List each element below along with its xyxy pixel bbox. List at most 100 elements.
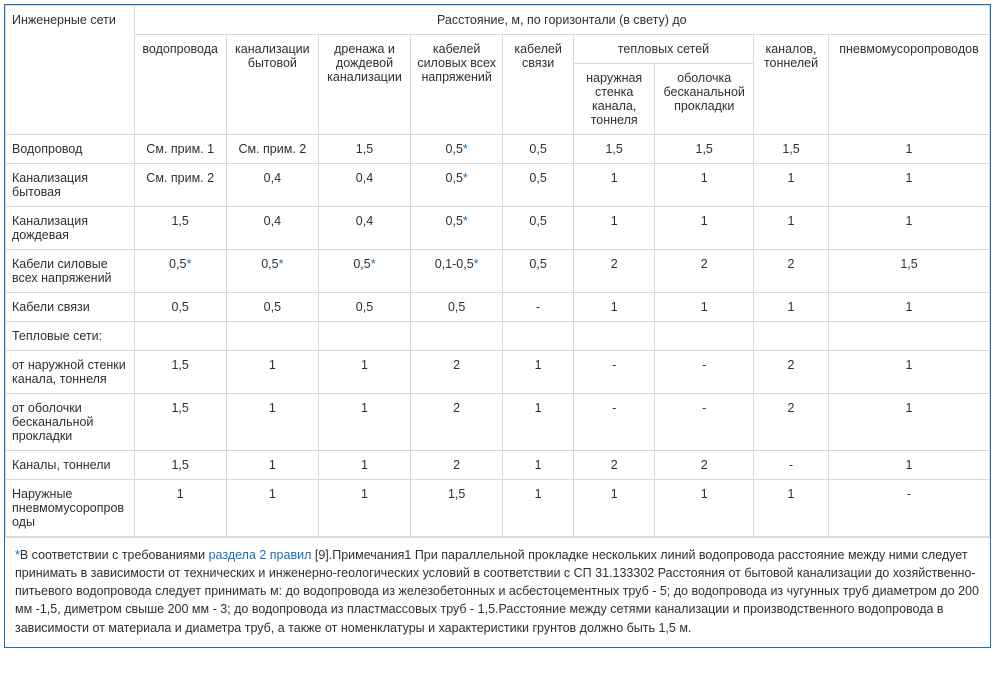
cell-value: 0,5 [503,135,574,164]
cell-value: 1 [655,293,754,322]
table-container: Инженерные сети Расстояние, м, по горизо… [4,4,991,648]
cell-value: 0,5 [318,293,410,322]
cell-value: 1 [318,394,410,451]
cell-value [503,322,574,351]
cell-value: 2 [754,250,829,293]
footnote-link[interactable]: раздела 2 правил [209,548,312,562]
asterisk-icon: * [474,257,479,271]
cell-value: 1 [503,480,574,537]
cell-value [573,322,654,351]
table-row: Канализация дождевая1,50,40,40,5*0,51111 [6,207,990,250]
table-row: от наружной стенки канала, тоннеля1,5112… [6,351,990,394]
col-h-1: водопровода [134,35,226,135]
cell-value [134,322,226,351]
row-label: Канализация дождевая [6,207,135,250]
cell-value: 1 [573,164,654,207]
table-row: Кабели силовые всех напряжений0,5*0,5*0,… [6,250,990,293]
col-h-2: канализации бытовой [226,35,318,135]
cell-value: 0,5* [411,135,503,164]
cell-value: - [573,351,654,394]
col-h-9: пневмомусоропроводов [829,35,990,135]
cell-value: 1,5 [829,250,990,293]
header-row-label: Инженерные сети [6,6,135,135]
cell-value: 1 [226,351,318,394]
cell-value: 2 [655,451,754,480]
cell-value: 1 [829,351,990,394]
row-label: Тепловые сети: [6,322,135,351]
cell-value: 0,5* [226,250,318,293]
cell-value: 1 [318,351,410,394]
cell-value: 2 [411,451,503,480]
distances-table: Инженерные сети Расстояние, м, по горизо… [5,5,990,537]
cell-value: 1 [829,135,990,164]
cell-value: - [503,293,574,322]
cell-value: 1 [655,164,754,207]
row-label: Кабели силовые всех напряжений [6,250,135,293]
row-label: от наружной стенки канала, тоннеля [6,351,135,394]
cell-value: 1,5 [134,394,226,451]
asterisk-icon: * [371,257,376,271]
cell-value [655,322,754,351]
cell-value: 1 [573,480,654,537]
cell-value: 1 [829,451,990,480]
cell-value: - [655,394,754,451]
col-h-6: наружная стенка канала, тоннеля [573,64,654,135]
cell-value: 1,5 [573,135,654,164]
cell-value: 1 [573,207,654,250]
cell-value [226,322,318,351]
footnote: *В соответствии с требованиями раздела 2… [5,537,990,647]
cell-value: 2 [411,351,503,394]
cell-value: 0,5 [134,293,226,322]
cell-value: 1,5 [318,135,410,164]
cell-value: 1,5 [411,480,503,537]
cell-value: 2 [754,394,829,451]
cell-value: 0,4 [318,207,410,250]
cell-value: - [829,480,990,537]
cell-value: 0,1-0,5* [411,250,503,293]
asterisk-icon: * [463,214,468,228]
table-row: Тепловые сети: [6,322,990,351]
cell-value: 1 [226,480,318,537]
cell-value: 0,5 [226,293,318,322]
table-row: Наружные пневмомусоропроводы1111,51111- [6,480,990,537]
table-row: ВодопроводСм. прим. 1См. прим. 21,50,5*0… [6,135,990,164]
table-row: от оболочки бесканальной прокладки1,5112… [6,394,990,451]
cell-value: - [573,394,654,451]
asterisk-icon: * [186,257,191,271]
cell-value: 0,4 [226,164,318,207]
cell-value: 0,5 [411,293,503,322]
cell-value: 1 [503,351,574,394]
cell-value [754,322,829,351]
cell-value: 1 [754,480,829,537]
cell-value: 1 [573,293,654,322]
asterisk-icon: * [279,257,284,271]
table-body: ВодопроводСм. прим. 1См. прим. 21,50,5*0… [6,135,990,537]
col-h-5: кабелей связи [503,35,574,135]
cell-value: 1 [829,164,990,207]
cell-value: 0,5* [411,164,503,207]
cell-value: 1 [134,480,226,537]
cell-value: См. прим. 1 [134,135,226,164]
cell-value: 0,4 [318,164,410,207]
cell-value [318,322,410,351]
cell-value: 1 [829,293,990,322]
cell-value: 1 [226,394,318,451]
cell-value: 2 [573,250,654,293]
col-h-3: дренажа и дождевой канализации [318,35,410,135]
cell-value: 2 [573,451,654,480]
cell-value: 1 [503,394,574,451]
cell-value: 1 [318,451,410,480]
cell-value: 0,4 [226,207,318,250]
cell-value: 1 [318,480,410,537]
cell-value: 1,5 [655,135,754,164]
cell-value: 1 [829,207,990,250]
cell-value: 1 [226,451,318,480]
cell-value: См. прим. 2 [226,135,318,164]
row-label: от оболочки бесканальной прокладки [6,394,135,451]
cell-value: 1,5 [754,135,829,164]
cell-value: 1 [754,293,829,322]
col-h-4: кабелей силовых всех напряжений [411,35,503,135]
row-label: Водопровод [6,135,135,164]
col-h-8: каналов, тоннелей [754,35,829,135]
cell-value: - [754,451,829,480]
